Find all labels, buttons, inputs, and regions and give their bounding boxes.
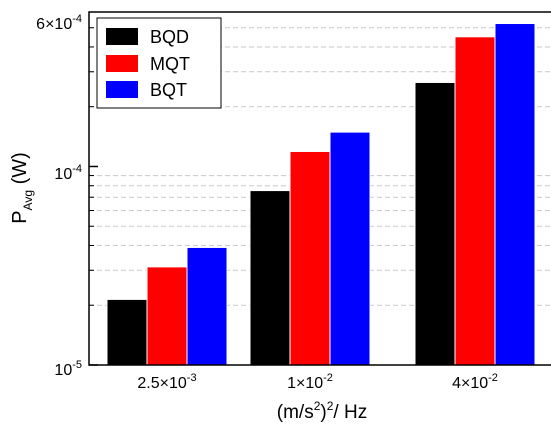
bar-bqt-3 (494, 23, 536, 366)
x-tick-label-1: 2.5×10-3 (137, 372, 196, 392)
bar-mqt-2 (289, 150, 331, 366)
bar-bqt-1 (186, 246, 228, 366)
y-tick-label-mid: 10-4 (54, 163, 82, 183)
x-tick-label-2: 1×10-2 (287, 372, 333, 392)
x-tick-label-3: 4×10-2 (452, 372, 498, 392)
bar-bqd-3 (414, 81, 456, 366)
y-tick-label-top: 6×10-4 (36, 13, 82, 33)
bar-mqt-3 (454, 36, 496, 366)
axis-ticks (89, 27, 98, 366)
legend-label-mqt: MQT (150, 54, 190, 74)
legend-swatch-bqd (106, 28, 138, 45)
bar-mqt-1 (146, 266, 188, 366)
y-tick-label-bottom: 10-5 (54, 359, 82, 379)
y-axis-title: PAvg (W) (9, 152, 35, 224)
bar-bqd-1 (106, 298, 148, 366)
legend-swatch-bqt (106, 81, 138, 98)
legend: BQD MQT BQT (96, 17, 222, 109)
legend-swatch-mqt (106, 55, 138, 72)
legend-label-bqd: BQD (150, 27, 189, 47)
legend-label-bqt: BQT (150, 80, 187, 100)
bar-bqt-2 (329, 131, 371, 366)
bars (106, 23, 536, 366)
bar-bqd-2 (249, 190, 291, 366)
x-axis-title: (m/s2)2/ Hz (277, 399, 367, 423)
plot-frame (88, 11, 551, 366)
